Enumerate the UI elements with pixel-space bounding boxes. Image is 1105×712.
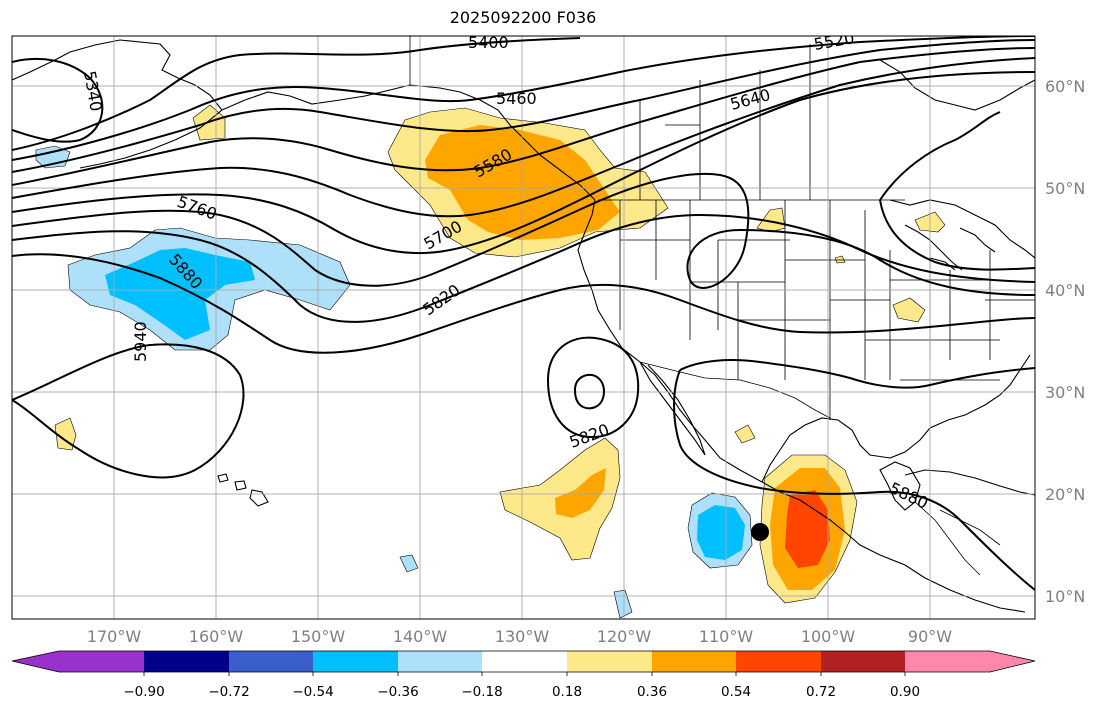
contour-low-inner xyxy=(573,373,605,410)
colorbar-tick-label: −0.36 xyxy=(377,684,418,700)
contour-low-center xyxy=(546,336,640,439)
colorbar-min-extend xyxy=(12,651,59,672)
lat-label: 20°N xyxy=(1045,485,1085,504)
map-area: 5400 5520 5340 5460 5640 5580 5760 5700 … xyxy=(12,33,1035,619)
colorbar-max-extend xyxy=(990,651,1035,672)
lon-label: 110°W xyxy=(699,627,754,646)
storm-center-marker xyxy=(751,523,769,541)
lon-label: 150°W xyxy=(291,627,346,646)
lon-label: 100°W xyxy=(801,627,856,646)
lon-label: 170°W xyxy=(87,627,142,646)
colorbar-tick-label: −0.90 xyxy=(123,684,164,700)
colorbar-swatch xyxy=(229,651,313,672)
height-contours xyxy=(12,36,1035,591)
coastline-gulf xyxy=(761,354,1031,483)
contour-5880 xyxy=(12,253,1035,354)
colorbar-outline xyxy=(11,650,1036,673)
colorbar-swatch xyxy=(652,651,736,672)
colorbar-swatch xyxy=(313,651,398,672)
colorbar-tick-label: −0.18 xyxy=(461,684,502,700)
anomaly-negative-strong-pacific xyxy=(105,248,255,340)
lon-label: 160°W xyxy=(189,627,244,646)
coastline-canada-east xyxy=(879,59,1035,259)
contour-5700 xyxy=(12,71,1035,255)
lon-label: 140°W xyxy=(393,627,448,646)
contour-5760 xyxy=(12,172,1035,296)
contour-label: 5940 xyxy=(131,321,150,362)
anomaly-positive-small-east xyxy=(834,255,846,264)
coastline-greatlakes xyxy=(904,224,996,271)
colorbar-swatch xyxy=(905,651,990,672)
contour-5640 xyxy=(12,57,1035,218)
colorbar-tick-label: 0.36 xyxy=(637,684,667,700)
colorbar-tick-label: 0.72 xyxy=(806,684,836,700)
colorbar-swatch xyxy=(59,651,144,672)
anomaly-positive-mid-subtropical xyxy=(555,468,606,518)
longitude-labels: 170°W 160°W 150°W 140°W 130°W 120°W 110°… xyxy=(87,627,952,646)
colorbar-tick-label: −0.54 xyxy=(292,684,333,700)
chart-title: 2025092200 F036 xyxy=(449,8,597,27)
latitude-labels: 60°N 50°N 40°N 30°N 20°N 10°N xyxy=(1045,77,1085,606)
us-mexico-border xyxy=(639,361,831,419)
lat-label: 50°N xyxy=(1045,179,1085,198)
anomaly-positive-strong-mexico xyxy=(785,490,830,568)
canada-provinces xyxy=(639,44,811,200)
colorbar-swatch xyxy=(144,651,229,672)
colorbar-swatch xyxy=(567,651,652,672)
colorbar-tick-label: 0.18 xyxy=(552,684,582,700)
lon-label: 130°W xyxy=(495,627,550,646)
colorbar-tick-label: 0.90 xyxy=(890,684,920,700)
coastline-cuba xyxy=(904,469,1035,496)
anomaly-negative-small-2 xyxy=(613,589,633,619)
lat-label: 30°N xyxy=(1045,383,1085,402)
lon-label: 90°W xyxy=(908,627,952,646)
coastline-baja xyxy=(639,361,706,456)
anomaly-positive-small-hawaii xyxy=(54,417,77,451)
contour-5880-south xyxy=(673,359,1035,591)
colorbar-swatch xyxy=(821,651,905,672)
central-america-borders xyxy=(914,501,1001,576)
coastline-alaska xyxy=(12,39,596,201)
map-frame xyxy=(11,35,1036,620)
contour-ridge-east xyxy=(879,111,1035,271)
colorbar-swatch xyxy=(482,651,567,672)
colorbar-tick-label: 0.54 xyxy=(721,684,751,700)
colorbar-swatch xyxy=(736,651,821,672)
contour-5400 xyxy=(12,37,581,151)
anomaly-positive-small-gulf xyxy=(734,424,756,444)
anomaly-positive-small-midwest xyxy=(892,297,926,323)
contour-5460 xyxy=(12,36,1035,161)
colorbar-tick-label: −0.72 xyxy=(208,684,249,700)
colorbar-swatch xyxy=(398,651,482,672)
anomaly-negative-small-1 xyxy=(399,554,419,573)
anomaly-negative-strong-mexico xyxy=(697,505,745,560)
lat-label: 60°N xyxy=(1045,77,1085,96)
contour-5580 xyxy=(12,47,1035,186)
lat-label: 10°N xyxy=(1045,587,1085,606)
coastline-hawaii xyxy=(217,473,269,507)
lon-label: 120°W xyxy=(597,627,652,646)
lat-label: 40°N xyxy=(1045,281,1085,300)
contour-5940 xyxy=(12,343,245,479)
contour-5820 xyxy=(12,213,1035,323)
contour-label: 5400 xyxy=(468,33,509,52)
colorbar: −0.90 −0.72 −0.54 −0.36 −0.18 0.18 0.36 … xyxy=(11,650,1036,700)
contour-5520 xyxy=(12,39,1035,173)
contour-label: 5460 xyxy=(496,89,537,108)
